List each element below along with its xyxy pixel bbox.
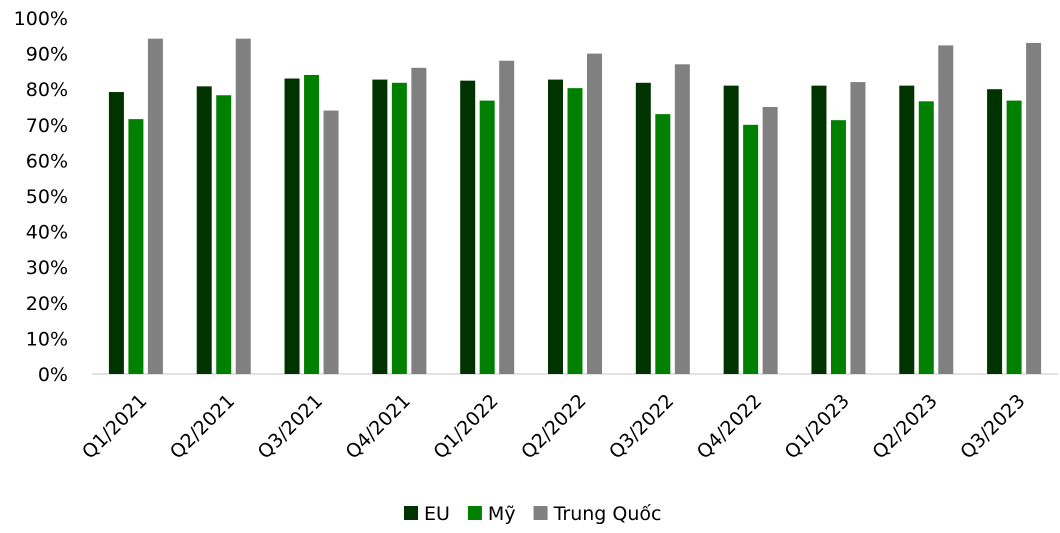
bar [635, 82, 651, 375]
bar [674, 64, 690, 374]
bar [655, 114, 671, 375]
legend: EU Mỹ Trung Quốc [404, 503, 661, 525]
bar [147, 38, 163, 374]
bar [391, 82, 407, 375]
bar [304, 74, 320, 375]
legend-label: EU [424, 503, 450, 525]
x-tick-label: Q2/2022 [517, 390, 590, 463]
bar [743, 124, 759, 374]
bar [587, 53, 602, 374]
legend-swatch [404, 506, 418, 520]
bars-group [108, 38, 1042, 375]
bar [723, 85, 739, 374]
y-tick-label: 0% [38, 364, 68, 386]
x-tick-label: Q3/2021 [254, 390, 327, 463]
legend-swatch [533, 506, 548, 520]
x-tick-label: Q3/2022 [605, 390, 678, 463]
legend-swatch [467, 506, 482, 520]
bar [284, 78, 300, 375]
legend-label: Mỹ [488, 503, 516, 525]
y-tick-label: 50% [26, 186, 68, 208]
bar [938, 45, 954, 375]
bar [411, 67, 427, 374]
x-axis-ticks: Q1/2021 Q2/2021 Q3/2021 Q4/2021 Q1/2022 Q2/20… [78, 390, 1030, 463]
y-tick-label: 40% [26, 222, 68, 244]
bar [899, 85, 915, 374]
legend-label: Trung Quốc [553, 503, 662, 525]
bar [499, 60, 515, 374]
x-tick-label: Q2/2023 [868, 390, 941, 463]
x-tick-label: Q1/2022 [429, 390, 502, 463]
bar [128, 119, 144, 374]
bar [850, 82, 866, 374]
x-tick-label: Q4/2022 [693, 390, 766, 463]
y-tick-label: 90% [26, 44, 68, 66]
x-tick-label: Q4/2021 [341, 390, 414, 463]
bar [830, 120, 846, 374]
bar [372, 79, 388, 374]
y-tick-label: 60% [26, 150, 68, 172]
bar [479, 100, 495, 374]
bar [108, 92, 124, 374]
bar [918, 101, 934, 374]
bar [762, 107, 778, 374]
bar [460, 80, 476, 374]
x-tick-label: Q2/2021 [166, 390, 239, 463]
y-tick-label: 30% [26, 257, 68, 279]
bar [567, 88, 583, 374]
bar [811, 85, 827, 374]
bar [987, 89, 1003, 374]
y-tick-label: 10% [26, 328, 68, 350]
bar [216, 95, 232, 374]
y-tick-label: 70% [26, 115, 68, 137]
bar [1026, 42, 1042, 375]
bar [548, 79, 563, 374]
y-axis-ticks: 0% 10% 20% 30% 40% 50% 60% 70% 80% 90% 100% [14, 8, 68, 386]
bar [196, 86, 212, 375]
x-tick-label: Q1/2021 [78, 390, 151, 463]
y-tick-label: 80% [26, 79, 68, 101]
bar [235, 38, 251, 374]
y-tick-label: 20% [26, 293, 68, 315]
bar [1006, 100, 1022, 374]
x-tick-label: Q3/2023 [956, 390, 1029, 463]
y-tick-label: 100% [14, 8, 68, 30]
bar [323, 110, 339, 374]
x-tick-label: Q1/2023 [781, 390, 854, 463]
